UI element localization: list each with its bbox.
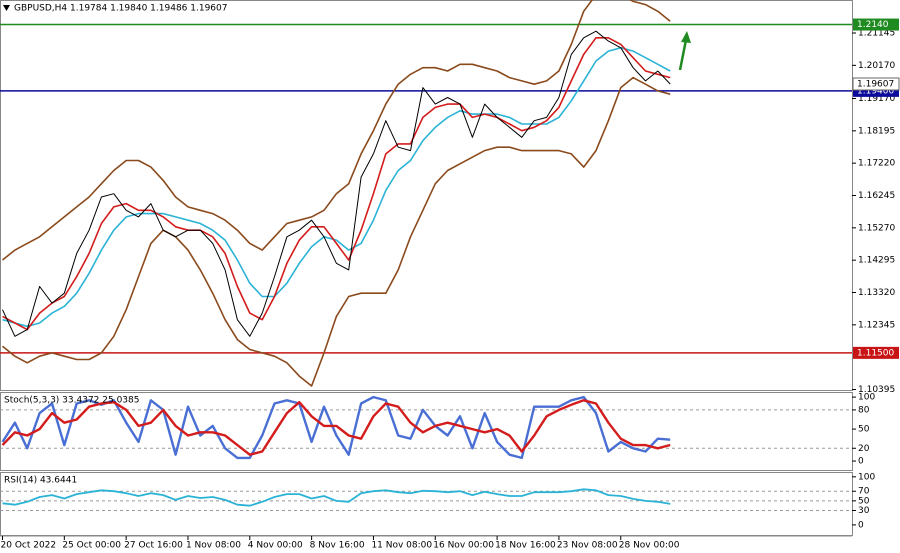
y-tick-label: 0 xyxy=(858,457,864,467)
series-line xyxy=(2,30,671,337)
x-tick-label: 20 Oct 2022 xyxy=(1,541,57,551)
x-tick-label: 25 Oct 00:00 xyxy=(62,541,121,551)
level-label-box xyxy=(853,18,899,31)
panel-title: GBPUSD,H4 1.19784 1.19840 1.19486 1.1960… xyxy=(14,4,227,14)
y-tick-label: 0 xyxy=(858,520,864,530)
level-label-box xyxy=(853,346,899,359)
title-marker xyxy=(3,5,10,11)
y-tick-label: 100 xyxy=(858,472,875,482)
y-tick-label: 70 xyxy=(858,487,870,497)
series-line xyxy=(2,488,671,507)
x-tick-label: 28 Nov 00:00 xyxy=(619,541,680,551)
y-tick-label: 1.14295 xyxy=(858,256,895,266)
series-line xyxy=(2,0,671,261)
y-tick-label: 1.20170 xyxy=(858,61,895,71)
series-line xyxy=(2,37,671,331)
x-tick-label: 27 Oct 16:00 xyxy=(124,541,183,551)
y-tick-label: 1.21145 xyxy=(858,28,895,38)
series-line xyxy=(1,395,671,460)
y-tick-label: 1.19170 xyxy=(858,94,895,104)
level-label: 1.2140 xyxy=(857,20,889,30)
x-tick-label: 1 Nov 08:00 xyxy=(186,541,241,551)
series-line xyxy=(1,76,671,387)
level-label: 1.19400 xyxy=(857,86,894,96)
y-tick-label: 1.18195 xyxy=(858,126,895,136)
x-tick-label: 4 Nov 00:00 xyxy=(248,541,303,551)
y-tick-label: 30 xyxy=(858,506,870,516)
last-price-box xyxy=(852,77,900,91)
panel-title: Stoch(5,3,3) 33.4372 25.0385 xyxy=(4,396,139,406)
level-label: 1.11500 xyxy=(857,348,894,358)
panel-frame xyxy=(0,392,853,471)
series-line xyxy=(2,47,671,328)
panel-title: RSI(14) 43.6441 xyxy=(4,476,77,486)
y-tick-label: 1.15270 xyxy=(858,223,895,233)
y-tick-label: 100 xyxy=(858,393,875,403)
y-tick-label: 50 xyxy=(858,425,870,435)
x-tick-label: 8 Nov 16:00 xyxy=(310,541,365,551)
y-tick-label: 1.13320 xyxy=(858,288,895,298)
last-price-label: 1.19607 xyxy=(857,80,894,90)
y-tick-label: 1.16245 xyxy=(858,191,895,201)
trend-arrow xyxy=(678,31,691,71)
y-tick-label: 20 xyxy=(858,444,870,454)
x-tick-label: 16 Nov 00:00 xyxy=(433,541,494,551)
x-tick-label: 11 Nov 08:00 xyxy=(371,541,432,551)
y-tick-label: 1.17220 xyxy=(858,159,895,169)
y-tick-label: 50 xyxy=(858,496,870,506)
y-tick-label: 1.12345 xyxy=(858,320,895,330)
y-tick-label: 1.10395 xyxy=(858,385,895,395)
y-tick-label: 80 xyxy=(858,405,870,415)
x-tick-label: 23 Nov 08:00 xyxy=(557,541,618,551)
x-tick-label: 18 Nov 16:00 xyxy=(495,541,556,551)
series-line xyxy=(1,399,671,456)
